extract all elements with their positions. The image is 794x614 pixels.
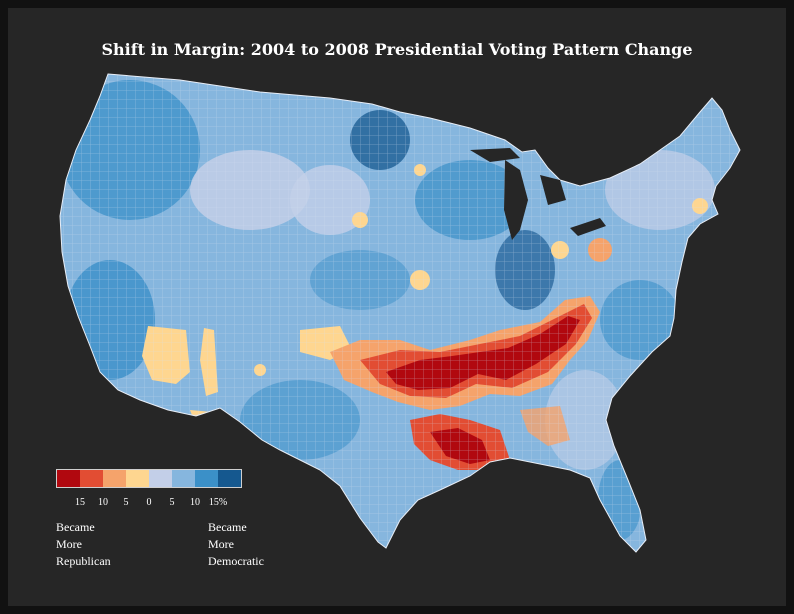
legend-swatch	[218, 470, 241, 487]
legend-swatch	[103, 470, 126, 487]
caption-line: Became	[208, 520, 247, 534]
legend-swatch	[57, 470, 80, 487]
legend-swatch	[149, 470, 172, 487]
legend-tick-labels: 15 10 5 0 5 10 15%	[56, 497, 242, 511]
legend-tick: 10	[98, 497, 108, 508]
legend-tick: 10	[190, 497, 200, 508]
map-legend: 15 10 5 0 5 10 15%	[56, 469, 242, 511]
legend-tick: 5	[169, 497, 175, 508]
lake-superior	[470, 148, 520, 162]
legend-caption-republican: Became More Republican	[56, 519, 111, 570]
lake-michigan	[504, 160, 528, 240]
caption-line: Democratic	[208, 554, 264, 568]
caption-line: Republican	[56, 554, 111, 568]
legend-tick: 0	[146, 497, 152, 508]
legend-swatch	[126, 470, 149, 487]
legend-swatch	[172, 470, 195, 487]
legend-tick: 15%	[208, 497, 228, 508]
lake-erie	[570, 218, 606, 236]
caption-line: More	[56, 537, 82, 551]
legend-tick: 15	[75, 497, 85, 508]
lake-huron	[540, 175, 566, 205]
legend-color-scale	[56, 469, 242, 488]
legend-caption-democratic: Became More Democratic	[208, 519, 264, 570]
legend-swatch	[195, 470, 218, 487]
map-title: Shift in Margin: 2004 to 2008 Presidenti…	[101, 40, 693, 59]
legend-swatch	[80, 470, 103, 487]
caption-line: More	[208, 537, 234, 551]
legend-tick: 5	[123, 497, 129, 508]
caption-line: Became	[56, 520, 95, 534]
